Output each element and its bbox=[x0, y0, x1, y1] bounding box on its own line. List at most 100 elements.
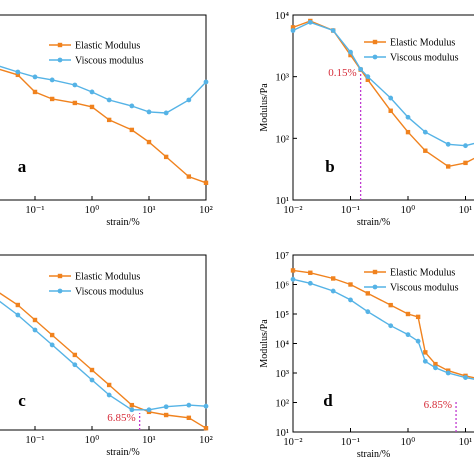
data-point bbox=[358, 66, 364, 72]
data-point bbox=[106, 392, 112, 398]
data-point bbox=[49, 342, 55, 348]
legend-label: Elastic Modulus bbox=[75, 272, 140, 283]
y-axis-label: Modulus/Pa bbox=[259, 319, 270, 368]
series-line bbox=[0, 68, 207, 184]
series-line bbox=[0, 65, 207, 114]
x-tick-label: 10⁻¹ bbox=[341, 205, 360, 216]
data-point bbox=[405, 114, 411, 120]
data-point bbox=[49, 332, 55, 338]
x-tick-label: 10² bbox=[199, 205, 213, 216]
annotation-text: 0.15% bbox=[328, 67, 356, 79]
series-line bbox=[0, 292, 207, 429]
panel-label: b bbox=[325, 157, 334, 176]
data-point bbox=[388, 95, 394, 101]
data-point bbox=[106, 117, 112, 123]
data-point bbox=[365, 309, 371, 315]
x-tick-label: 10¹ bbox=[459, 437, 473, 448]
data-point bbox=[348, 52, 353, 58]
y-tick-label: 10⁷ bbox=[275, 251, 290, 262]
data-point bbox=[405, 129, 411, 135]
data-point bbox=[348, 282, 353, 287]
data-point bbox=[330, 28, 336, 33]
y-tick-label: 10² bbox=[275, 134, 289, 145]
data-point bbox=[365, 77, 371, 82]
x-axis-label: strain/% bbox=[106, 217, 139, 228]
data-point bbox=[348, 49, 353, 55]
x-tick-label: 10⁰ bbox=[85, 434, 101, 446]
data-point bbox=[203, 180, 209, 186]
data-point bbox=[32, 317, 38, 323]
data-point bbox=[163, 154, 169, 160]
x-axis-label: strain/% bbox=[106, 447, 139, 458]
data-point bbox=[186, 415, 192, 421]
data-point bbox=[330, 276, 336, 281]
legend-label: Elastic Modulus bbox=[390, 38, 455, 49]
data-point bbox=[415, 314, 421, 320]
x-tick-label: 10⁻² bbox=[283, 205, 302, 216]
data-point bbox=[146, 109, 152, 115]
data-point bbox=[146, 407, 152, 413]
legend-label: Elastic Modulus bbox=[75, 41, 140, 52]
legend-marker bbox=[57, 273, 63, 279]
y-tick-label: 10⁶ bbox=[275, 281, 290, 292]
data-point bbox=[445, 370, 451, 376]
data-point bbox=[290, 276, 296, 282]
y-tick-label: 10⁵ bbox=[275, 310, 290, 321]
data-point bbox=[49, 77, 55, 83]
y-axis-label: Modulus/Pa bbox=[259, 83, 270, 132]
data-point bbox=[330, 288, 336, 294]
data-point bbox=[463, 143, 468, 149]
data-point bbox=[89, 367, 95, 373]
x-axis-label: strain/% bbox=[357, 449, 390, 460]
data-point bbox=[463, 375, 468, 380]
legend-marker bbox=[57, 288, 63, 294]
x-tick-label: 10² bbox=[199, 435, 213, 446]
x-tick-label: 10⁻¹ bbox=[25, 205, 44, 216]
data-point bbox=[32, 89, 38, 95]
data-point bbox=[422, 129, 428, 135]
legend-label: Viscous modulus bbox=[75, 56, 144, 67]
series-line bbox=[292, 21, 474, 147]
x-tick-label: 10¹ bbox=[142, 435, 156, 446]
data-point bbox=[129, 103, 135, 109]
data-point bbox=[388, 108, 393, 113]
legend-label: Elastic Modulus bbox=[390, 268, 455, 279]
data-point bbox=[163, 110, 169, 116]
data-point bbox=[445, 164, 451, 169]
data-point bbox=[72, 82, 78, 88]
data-point bbox=[106, 97, 112, 103]
data-point bbox=[72, 100, 78, 106]
data-point bbox=[290, 25, 296, 30]
x-tick-label: 10⁻¹ bbox=[25, 435, 44, 446]
data-point bbox=[15, 312, 21, 318]
data-point bbox=[365, 74, 371, 80]
legend-marker bbox=[372, 269, 378, 275]
annotation-text: 6.85% bbox=[107, 412, 135, 424]
y-tick-label: 10¹ bbox=[275, 428, 289, 439]
data-point bbox=[308, 270, 313, 275]
data-point bbox=[106, 382, 112, 388]
data-point bbox=[405, 332, 411, 338]
legend-marker bbox=[372, 39, 378, 45]
data-point bbox=[129, 407, 135, 413]
y-tick-label: 10³ bbox=[275, 73, 289, 84]
data-point bbox=[32, 327, 38, 333]
data-point bbox=[49, 96, 55, 102]
data-point bbox=[32, 74, 38, 80]
data-point bbox=[163, 412, 169, 418]
legend-marker bbox=[372, 284, 378, 290]
data-point bbox=[433, 361, 438, 367]
y-tick-label: 10² bbox=[275, 399, 289, 410]
data-point bbox=[89, 377, 95, 383]
x-tick-label: 10⁻² bbox=[283, 437, 302, 448]
data-point bbox=[445, 141, 451, 147]
data-point bbox=[423, 148, 428, 153]
data-point bbox=[307, 19, 313, 25]
data-point bbox=[89, 104, 95, 110]
data-point bbox=[72, 352, 78, 358]
y-tick-label: 10⁴ bbox=[275, 340, 290, 351]
x-axis-label: strain/% bbox=[357, 217, 390, 228]
legend-label: Viscous modulus bbox=[75, 287, 144, 298]
data-point bbox=[415, 338, 421, 344]
